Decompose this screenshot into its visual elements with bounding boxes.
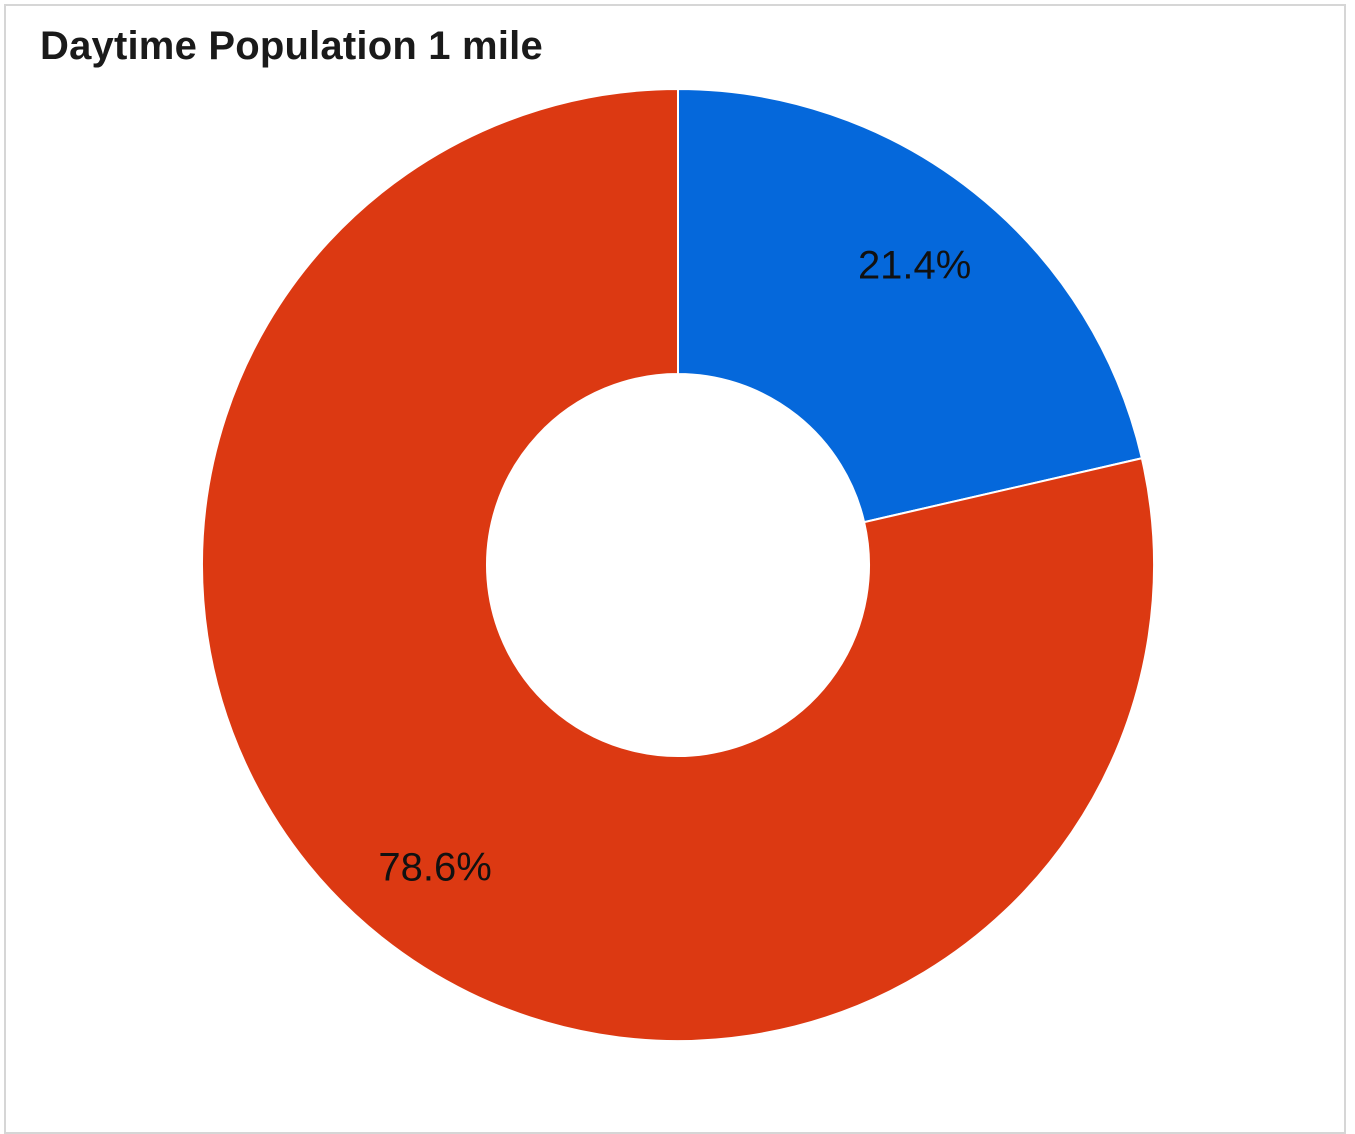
slice-label-0: 21.4% — [858, 243, 971, 287]
donut-slice-0[interactable] — [677, 87, 1144, 524]
donut-slice-1[interactable] — [201, 87, 1155, 1042]
chart-title: Daytime Population 1 mile — [40, 24, 543, 68]
slice-label-1: 78.6% — [378, 846, 491, 890]
